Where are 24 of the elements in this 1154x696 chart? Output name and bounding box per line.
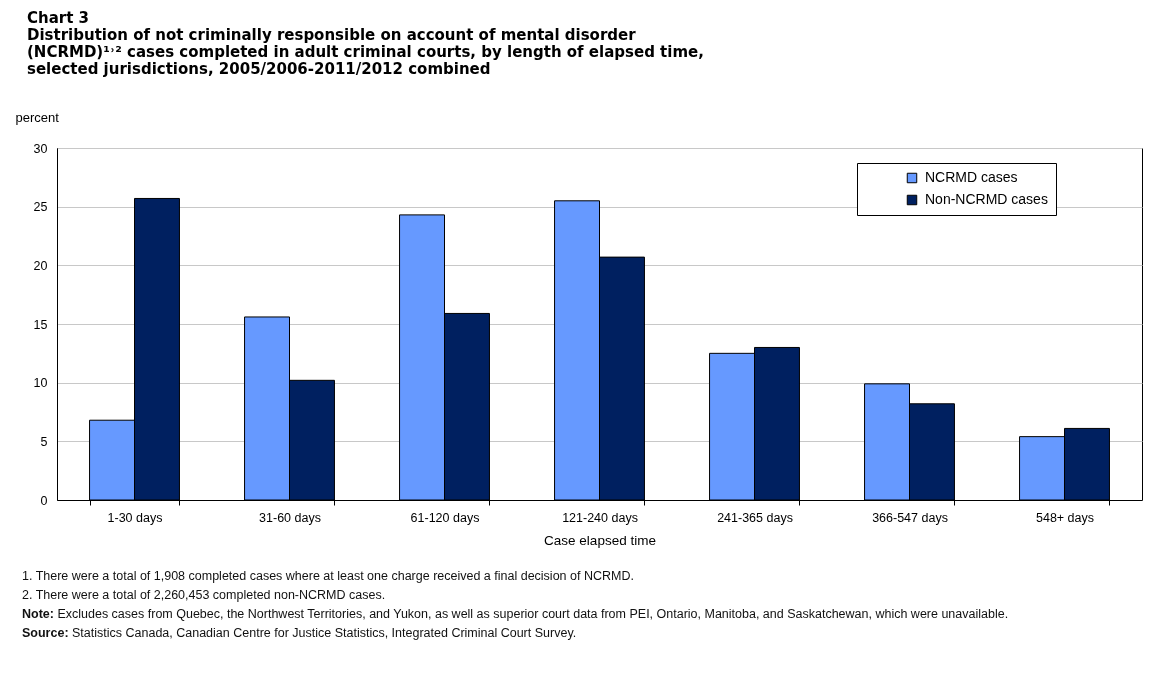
text: Note: Excludes cases from Quebec, the Northwest Territories, and Yukon, as well as superior court data from PEI, Ontario, Manitoba, and Saskatchewan, which were unavailable. (22, 605, 1010, 623)
y-tick-label: 20 (33, 258, 48, 273)
x-axis-title: Case elapsed time (544, 533, 656, 548)
x-tick-label: 31-60 days (259, 510, 321, 525)
y-tick-label: 25 (33, 200, 48, 215)
text: 1. There were a total of 1,908 completed cases where at least one charge received a final decision of NCRMD. (22, 568, 635, 585)
chart-subtitle: Distribution of not criminally responsible on account of mental disorder (NCRMD)¹˒² cases completed in adult criminal courts, by length of elapsed time, selected jurisdictions, 2005/2006-2011/2012 combined (27, 26, 704, 78)
y-tick-label: 15 (33, 317, 48, 332)
text: 2. There were a total of 2,260,453 completed non-NCRMD cases. (22, 586, 387, 604)
x-tick-label: 1-30 days (107, 510, 163, 525)
x-tick-label: 366-547 days (872, 510, 948, 525)
chart-title: Chart 3 (27, 9, 90, 27)
y-tick-label: 30 (33, 141, 48, 156)
y-tick-label: 10 (33, 376, 48, 391)
y-tick-label: 0 (40, 493, 48, 508)
x-tick-label: 548+ days (1035, 510, 1095, 525)
source-note: Source: Statistics Canada, Canadian Centre for Justice Statistics, Integrated Criminal Court Survey. (22, 624, 578, 642)
y-tick-label: 5 (40, 434, 48, 449)
legend-label: Non-NCRMD cases (925, 191, 1048, 207)
x-tick-label: 61-120 days (410, 510, 480, 525)
x-tick-label: 121-240 days (562, 510, 638, 525)
legend-label: NCRMD cases (925, 169, 1018, 185)
x-tick-label: 241-365 days (717, 510, 793, 525)
y-axis-title: percent (15, 109, 60, 125)
